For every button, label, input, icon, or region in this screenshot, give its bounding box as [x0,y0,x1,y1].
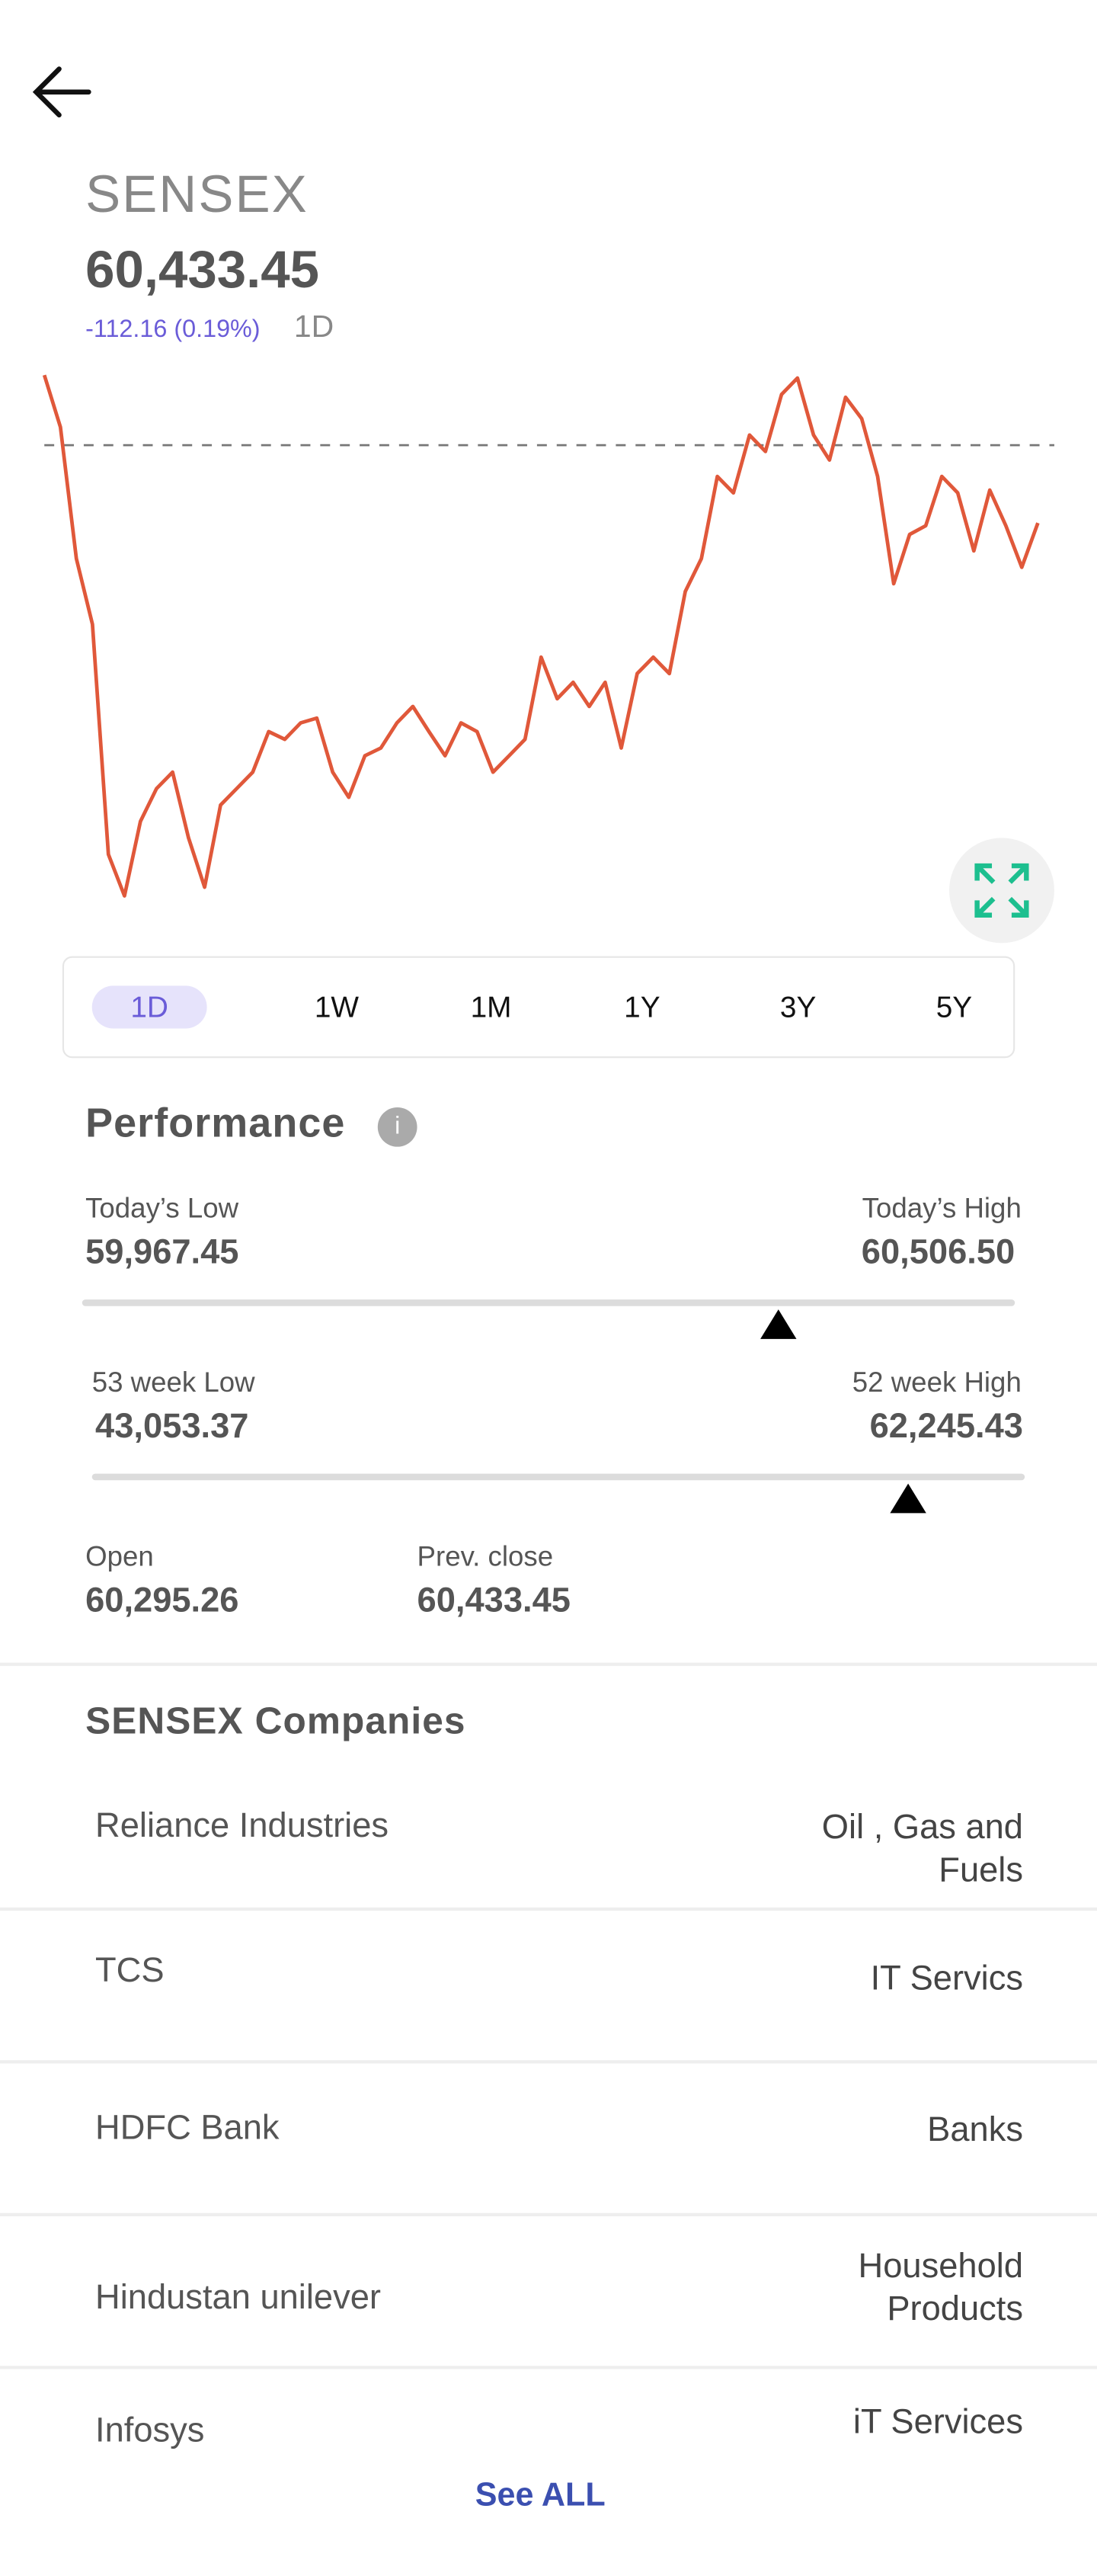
expand-button[interactable] [948,838,1054,944]
expand-icon [974,863,1029,918]
company-row[interactable]: Hindustan unilever Household Products [0,2213,1097,2369]
week-high-label: 52 week High [852,1366,1022,1399]
period-tab[interactable]: 1D [91,985,207,1029]
company-sector: Banks [927,2111,1024,2149]
high-value: 60,506.50 [861,1233,1015,1272]
range-bar [91,1473,1025,1481]
company-sector: Oil , Gas and Fuels [821,1809,1024,1890]
range-marker [890,1483,926,1514]
company-row[interactable]: TCS IT Servics [0,1909,1097,2064]
week-low-value: 43,053.37 [95,1408,249,1447]
low-value: 59,967.45 [85,1233,239,1272]
range-marker [760,1309,797,1339]
high-label: Today’s High [862,1193,1022,1224]
back-button[interactable] [30,62,95,122]
open-label: Open [85,1541,154,1573]
price-change: -112.16 (0.19%) [85,315,261,344]
index-price: 60,433.45 [85,239,319,300]
period-label: 1D [293,310,334,345]
period-tab[interactable]: 1Y [624,990,660,1024]
company-name: Hindustan unilever [95,2278,381,2317]
open-value: 60,295.26 [85,1581,239,1620]
index-name: SENSEX [85,164,309,224]
prev-close-label: Prev. close [417,1541,554,1573]
period-tab[interactable]: 5Y [935,990,973,1024]
week-high-value: 62,245.43 [869,1408,1024,1447]
company-name: Reliance Industries [95,1807,389,1845]
company-row[interactable]: HDFC Bank Banks [0,2060,1097,2217]
section-title: SENSEX Companies [85,1698,466,1742]
company-name: TCS [95,1951,165,1990]
section-title: Performance [85,1101,346,1147]
company-name: Infosys [95,2411,205,2450]
company-sector: iT Services [852,2403,1024,2442]
period-tab[interactable]: 1M [470,990,512,1024]
range-bar [82,1299,1015,1306]
divider [0,1662,1097,1666]
company-row[interactable]: Infosys iT Services [0,2366,1097,2481]
company-name: HDFC Bank [95,2109,280,2148]
tab-bar [62,956,1015,1059]
period-tab[interactable]: 3Y [779,990,817,1024]
company-row[interactable]: Reliance Industries Oil , Gas and Fuels [0,1754,1097,1911]
price-chart [42,374,1054,898]
period-tab[interactable]: 1W [314,990,360,1024]
prev-close-value: 60,433.45 [417,1581,571,1620]
company-sector: IT Servics [870,1959,1024,1998]
price-line [42,374,1040,898]
week-low-label: 53 week Low [91,1366,255,1399]
company-sector: Household Products [858,2247,1024,2328]
info-icon[interactable]: i [377,1107,417,1147]
see-all-link[interactable]: See ALL [475,2477,606,2514]
low-label: Today’s Low [85,1193,239,1224]
